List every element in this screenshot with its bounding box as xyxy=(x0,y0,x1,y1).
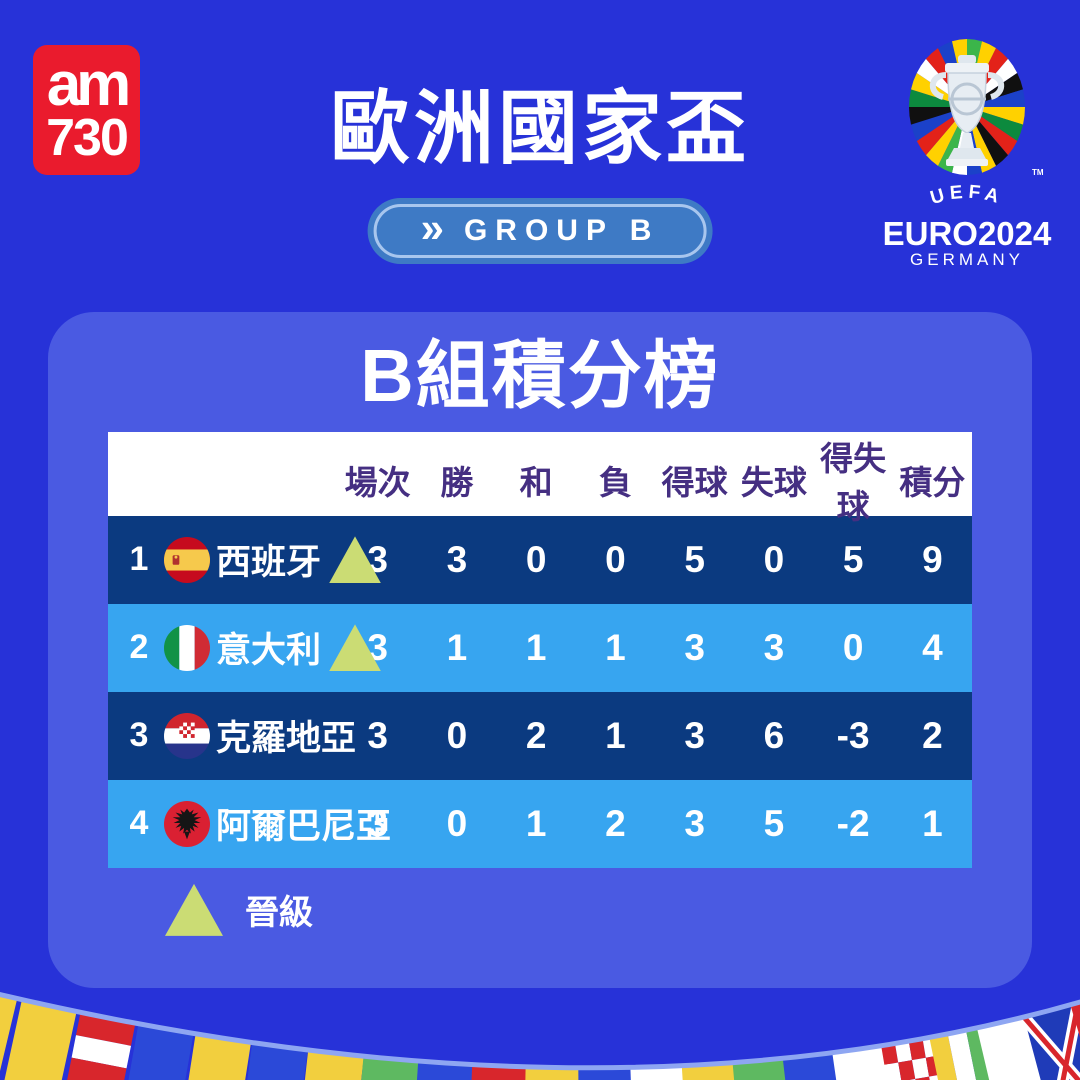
team-cell: 阿爾巴尼亞 xyxy=(210,798,391,849)
stat-value: 1 xyxy=(525,802,547,844)
stat-value: 2 xyxy=(922,714,943,756)
legend-label: 晉級 xyxy=(245,894,313,933)
stat-value: 1 xyxy=(525,626,547,668)
column-header: 得球 xyxy=(661,463,728,501)
uefa-text: UEFA xyxy=(928,182,1006,209)
stat-value: 0 xyxy=(842,626,864,668)
team-flag-icon xyxy=(154,800,210,848)
page-title: 歐洲國家盃 xyxy=(330,84,750,173)
stat-value: 0 xyxy=(605,538,626,580)
stat-value: 0 xyxy=(525,538,547,580)
promoted-triangle-icon xyxy=(165,883,223,936)
group-b-badge[interactable]: » GROUP B xyxy=(373,204,707,258)
stat-value: 3 xyxy=(684,626,705,668)
stat-value: 0 xyxy=(446,802,468,844)
panel-title: B組積分榜 xyxy=(360,334,720,417)
team-name: 西班牙 xyxy=(216,543,322,583)
euro-trophy-icon xyxy=(929,55,1005,166)
team-name: 克羅地亞 xyxy=(216,719,357,759)
stat-value: 3 xyxy=(367,802,388,844)
column-header: 場次 xyxy=(344,463,411,501)
stat-value: 6 xyxy=(763,714,785,756)
standings-panel: B組積分榜 場次勝 和 負得球 失球 得失球 積分 1 西班牙 3 3 0 0 5 0 5 9 2 意大… xyxy=(48,312,1032,988)
rank: 4 xyxy=(129,804,149,843)
team-flag-icon xyxy=(154,536,210,584)
table-row: 3 克羅地亞 3 0 2 1 3 6 -3 2 xyxy=(108,691,972,780)
column-header: 勝 xyxy=(440,463,474,501)
stat-value: 5 xyxy=(763,802,785,844)
stat-value: 1 xyxy=(605,714,626,756)
stat-value: 3 xyxy=(763,626,785,668)
stat-value: 4 xyxy=(922,626,943,668)
stat-value: 2 xyxy=(605,802,626,844)
am730-logo-text-730: 730 xyxy=(46,109,129,167)
euro2024-logo: TM UEFA EURO2024 GERMANY xyxy=(882,35,1052,270)
rank: 3 xyxy=(129,716,149,755)
stat-value: 9 xyxy=(922,538,943,580)
chevrons-icon: » xyxy=(420,204,444,251)
stat-value: 5 xyxy=(684,538,705,580)
column-header: 積分 xyxy=(899,463,966,501)
stat-value: 0 xyxy=(446,714,468,756)
column-header: 負 xyxy=(598,463,632,501)
stat-value: 5 xyxy=(842,538,864,580)
germany-text: GERMANY xyxy=(910,250,1024,269)
group-b-label: GROUP B xyxy=(463,214,660,247)
team-cell: 西班牙 xyxy=(210,534,382,585)
stat-value: 3 xyxy=(684,714,705,756)
stat-value: -3 xyxy=(836,714,870,756)
tm-mark: TM xyxy=(1032,168,1044,177)
euro2024-text: EURO2024 xyxy=(883,215,1052,252)
column-header: 和 xyxy=(519,463,553,501)
rank: 2 xyxy=(129,628,149,667)
column-header: 得失球 xyxy=(820,439,887,525)
table-row: 4 阿爾巴尼亞 3 0 1 2 3 5 -2 1 xyxy=(108,779,972,868)
team-cell: 意大利 xyxy=(210,622,382,673)
team-flag-icon xyxy=(154,712,210,760)
stat-value: -2 xyxy=(836,802,870,844)
stat-value: 1 xyxy=(605,626,626,668)
stat-value: 1 xyxy=(922,802,943,844)
stat-value: 3 xyxy=(367,714,388,756)
team-flag-icon xyxy=(154,624,210,672)
team-name: 阿爾巴尼亞 xyxy=(216,807,392,847)
am730-logo: am 730 xyxy=(33,45,140,175)
stat-value: 1 xyxy=(446,626,468,668)
flag-bunting xyxy=(0,992,1080,1080)
legend: 晉級 xyxy=(165,883,1032,936)
stat-value: 0 xyxy=(763,538,785,580)
table-body: 1 西班牙 3 3 0 0 5 0 5 9 2 意大利 3 1 1 1 3 3 0 4 3 克羅地亞 3 0 2… xyxy=(108,515,972,868)
team-name: 意大利 xyxy=(216,631,322,671)
stat-value: 3 xyxy=(684,802,705,844)
am730-logo-text-am: am xyxy=(46,50,132,119)
stat-value: 3 xyxy=(446,538,468,580)
table-header-row: 場次勝 和 負得球 失球 得失球 積分 xyxy=(108,431,972,525)
team-cell: 克羅地亞 xyxy=(210,710,356,761)
column-header: 失球 xyxy=(740,463,807,501)
rank: 1 xyxy=(129,540,149,579)
stat-value: 2 xyxy=(525,714,547,756)
